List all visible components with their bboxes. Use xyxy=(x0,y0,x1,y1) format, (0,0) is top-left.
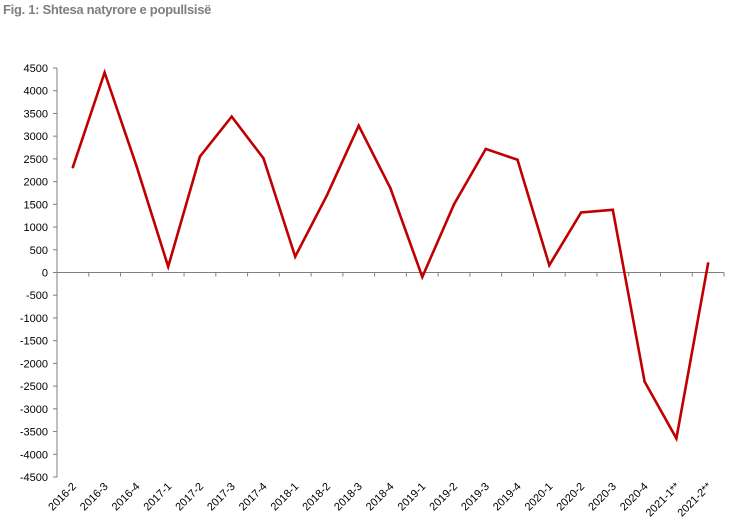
y-tick-label: -4500 xyxy=(20,472,48,484)
data-point xyxy=(325,193,329,197)
x-tick-label: 2021-2** xyxy=(675,480,714,519)
data-point xyxy=(198,155,202,158)
y-tick-label: -2500 xyxy=(20,381,48,393)
y-tick-label: 1000 xyxy=(24,222,48,234)
data-point xyxy=(484,147,488,151)
y-tick-label: 2500 xyxy=(24,154,48,166)
x-tick-label: 2020-1 xyxy=(523,481,556,514)
y-tick-label: 4000 xyxy=(24,86,48,98)
x-tick-label: 2020-3 xyxy=(586,481,619,514)
data-point xyxy=(675,437,678,440)
x-tick-label: 2016-2 xyxy=(46,481,79,514)
data-point xyxy=(452,203,456,206)
series-line xyxy=(71,68,710,443)
y-tick-label: 3500 xyxy=(24,108,48,120)
y-tick-label: -4000 xyxy=(20,449,48,461)
y-tick-label: 1500 xyxy=(24,199,48,211)
data-point xyxy=(611,208,615,212)
data-point xyxy=(357,124,361,128)
y-tick-label: 2000 xyxy=(24,177,48,189)
x-tick-label: 2018-1 xyxy=(269,481,302,514)
data-point xyxy=(579,211,583,214)
x-tick-label: 2019-3 xyxy=(459,481,492,514)
y-tick-label: -3000 xyxy=(20,404,48,416)
y-tick-label: 500 xyxy=(30,245,48,257)
x-tick-label: 2019-1 xyxy=(396,481,429,514)
y-tick-label: -500 xyxy=(26,290,48,302)
x-tick-label: 2016-3 xyxy=(78,481,111,514)
data-point xyxy=(135,164,138,168)
y-tick-label: 3000 xyxy=(24,131,48,143)
x-tick-label: 2018-4 xyxy=(364,481,397,514)
x-tick-label: 2019-2 xyxy=(427,481,460,514)
y-tick-label: -1500 xyxy=(20,336,48,348)
data-point xyxy=(548,263,551,267)
y-tick-label: -2000 xyxy=(20,358,48,370)
data-point xyxy=(262,157,265,160)
x-tick-label: 2018-3 xyxy=(332,481,365,514)
data-point xyxy=(230,115,233,118)
x-tick-label: 2017-2 xyxy=(173,481,206,514)
chart-title: Fig. 1: Shtesa natyrore e popullsisë xyxy=(3,2,212,17)
x-tick-label: 2019-4 xyxy=(491,481,524,514)
data-point xyxy=(420,275,424,279)
data-point xyxy=(389,187,392,190)
data-point xyxy=(516,158,519,162)
y-tick-label: 0 xyxy=(42,268,48,280)
y-tick-label: 4500 xyxy=(24,63,48,75)
data-point xyxy=(166,265,170,268)
y-tick-label: -3500 xyxy=(20,427,48,439)
data-point xyxy=(103,71,106,74)
data-point xyxy=(71,165,75,169)
x-tick-label: 2017-4 xyxy=(237,481,270,514)
data-point xyxy=(706,262,710,265)
y-tick-label: -1000 xyxy=(20,313,48,325)
x-tick-label: 2018-2 xyxy=(300,481,333,514)
data-point xyxy=(293,255,297,258)
data-point xyxy=(643,380,646,383)
x-tick-label: 2020-2 xyxy=(554,481,587,514)
x-tick-label: 2016-4 xyxy=(110,481,143,514)
x-tick-label: 2017-3 xyxy=(205,481,238,514)
x-tick-label: 2017-1 xyxy=(142,481,175,514)
